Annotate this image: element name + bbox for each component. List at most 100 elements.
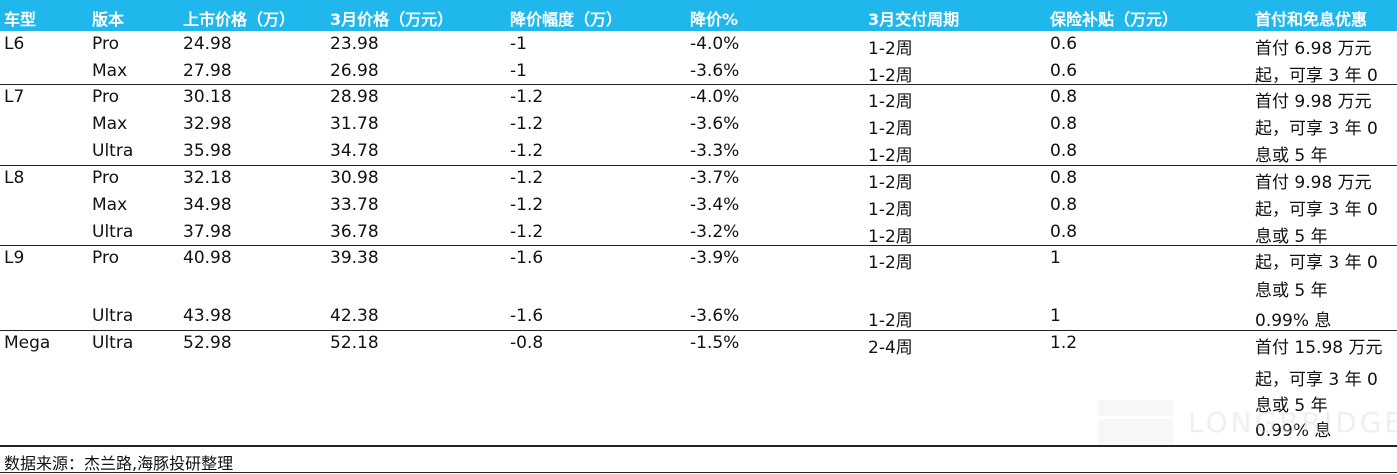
cell-launch-price: 32.18 [183, 168, 232, 188]
cell-version: Ultra [92, 333, 134, 353]
cell-delivery: 1-2周 [868, 200, 913, 220]
watermark-text: LONGBRIDGE [1188, 406, 1397, 439]
cell-insurance: 0.8 [1050, 168, 1078, 188]
cell-model: L8 [4, 168, 25, 188]
cell-finance: 首付 15.98 万元 [1255, 338, 1383, 358]
cell-finance: 首付 9.98 万元 [1255, 92, 1372, 112]
table-row: 息或 5 年 [0, 273, 1397, 301]
cell-march-price: 39.38 [330, 248, 379, 268]
cell-march-price: 33.78 [330, 195, 379, 215]
cell-version: Ultra [92, 141, 134, 161]
cell-march-price: 30.98 [330, 168, 379, 188]
cell-insurance: 1.2 [1050, 333, 1078, 353]
cell-finance: 起，可享 3 年 0 [1255, 119, 1378, 139]
cell-insurance: 1 [1050, 306, 1061, 326]
cell-launch-price: 30.18 [183, 87, 232, 107]
cell-price-cut-pct: -4.0% [690, 34, 740, 54]
mega-finance-note-1: 起，可享 3 年 0 [1255, 370, 1378, 390]
cell-version: Pro [92, 168, 119, 188]
cell-finance: 息或 5 年 [1255, 227, 1328, 247]
cell-price-cut: -1.2 [510, 141, 544, 161]
cell-delivery: 1-2周 [868, 66, 913, 86]
cell-delivery: 1-2周 [868, 227, 913, 247]
cell-delivery: 1-2周 [868, 92, 913, 112]
cell-finance: 息或 5 年 [1255, 146, 1328, 166]
cell-delivery: 1-2周 [868, 311, 913, 331]
cell-price-cut-pct: -4.0% [690, 87, 740, 107]
cell-model: L6 [4, 34, 25, 54]
cell-insurance: 0.8 [1050, 87, 1078, 107]
table-row: Max 27.98 26.98 -1 -3.6% 1-2周 0.6 起，可享 3 年 0 [0, 58, 1397, 86]
cell-price-cut-pct: -3.9% [690, 248, 740, 268]
cell-march-price: 28.98 [330, 87, 379, 107]
cell-price-cut: -1.2 [510, 87, 544, 107]
cell-delivery: 1-2周 [868, 253, 913, 273]
cell-march-price: 52.18 [330, 333, 379, 353]
cell-finance: 起，可享 3 年 0 [1255, 200, 1378, 220]
cell-version: Ultra [92, 222, 134, 242]
cell-finance: 0.99% 息 [1255, 311, 1332, 331]
table-row: L6 Pro 24.98 23.98 -1 -4.0% 1-2周 0.6 首付 6.98 万元 [0, 31, 1397, 59]
header-price-cut-pct: 降价% [690, 10, 739, 29]
cell-march-price: 34.78 [330, 141, 379, 161]
cell-version: Pro [92, 248, 119, 268]
cell-insurance: 0.8 [1050, 141, 1078, 161]
table-row: Max 32.98 31.78 -1.2 -3.6% 1-2周 0.8 起，可享 3 年 0 [0, 111, 1397, 139]
cell-delivery: 1-2周 [868, 173, 913, 193]
header-finance: 首付和免息优惠 [1255, 10, 1368, 29]
cell-launch-price: 27.98 [183, 61, 232, 81]
header-version: 版本 [92, 10, 125, 29]
cell-march-price: 23.98 [330, 34, 379, 54]
cell-version: Max [92, 114, 128, 134]
cell-finance: 首付 9.98 万元 [1255, 173, 1372, 193]
footer-border [0, 472, 1397, 473]
table-row: Max 34.98 33.78 -1.2 -3.4% 1-2周 0.8 起，可享 3 年 0 [0, 192, 1397, 220]
table-row: Ultra 37.98 36.78 -1.2 -3.2% 1-2周 0.8 息或 5 年 [0, 219, 1397, 247]
cell-price-cut: -1.2 [510, 114, 544, 134]
mega-finance-note-2: 息或 5 年 [1255, 396, 1328, 416]
cell-version: Max [92, 61, 128, 81]
cell-price-cut: -1 [510, 61, 527, 81]
cell-version: Ultra [92, 306, 134, 326]
cell-model: L9 [4, 248, 25, 268]
cell-insurance: 0.8 [1050, 195, 1078, 215]
group-divider [0, 84, 1397, 85]
header-delivery: 3月交付周期 [868, 10, 960, 29]
header-march-price: 3月价格（万元） [330, 10, 454, 29]
cell-version: Max [92, 195, 128, 215]
cell-price-cut-pct: -3.7% [690, 168, 740, 188]
cell-price-cut-pct: -3.6% [690, 114, 740, 134]
cell-finance: 首付 6.98 万元 [1255, 39, 1372, 59]
cell-price-cut: -1.6 [510, 248, 544, 268]
table-bottom-border [0, 445, 1397, 447]
cell-march-price: 42.38 [330, 306, 379, 326]
cell-launch-price: 43.98 [183, 306, 232, 326]
cell-price-cut: -1.2 [510, 168, 544, 188]
cell-insurance: 0.6 [1050, 61, 1078, 81]
header-price-cut: 降价幅度（万） [510, 10, 623, 29]
data-source: 数据来源：杰兰路,海豚投研整理 [4, 454, 234, 473]
cell-delivery: 1-2周 [868, 119, 913, 139]
cell-model: L7 [4, 87, 25, 107]
cell-price-cut-pct: -3.6% [690, 61, 740, 81]
cell-price-cut-pct: -1.5% [690, 333, 740, 353]
cell-insurance: 0.8 [1050, 222, 1078, 242]
longbridge-watermark: LONGBRIDGE [1098, 398, 1397, 448]
cell-finance: 息或 5 年 [1255, 281, 1328, 301]
cell-price-cut: -1 [510, 34, 527, 54]
cell-delivery: 2-4周 [868, 338, 913, 358]
table-row: Ultra 43.98 42.38 -1.6 -3.6% 1-2周 1 0.99% 息 [0, 303, 1397, 331]
cell-launch-price: 35.98 [183, 141, 232, 161]
cell-march-price: 26.98 [330, 61, 379, 81]
cell-version: Pro [92, 34, 119, 54]
cell-march-price: 31.78 [330, 114, 379, 134]
group-divider [0, 165, 1397, 166]
table-row: L7 Pro 30.18 28.98 -1.2 -4.0% 1-2周 0.8 首付 9.98 万… [0, 84, 1397, 112]
cell-finance: 起，可享 3 年 0 [1255, 253, 1378, 273]
cell-version: Pro [92, 87, 119, 107]
cell-insurance: 1 [1050, 248, 1061, 268]
cell-delivery: 1-2周 [868, 39, 913, 59]
cell-launch-price: 24.98 [183, 34, 232, 54]
cell-price-cut: -1.2 [510, 195, 544, 215]
mega-finance-note-3: 0.99% 息 [1255, 421, 1332, 441]
